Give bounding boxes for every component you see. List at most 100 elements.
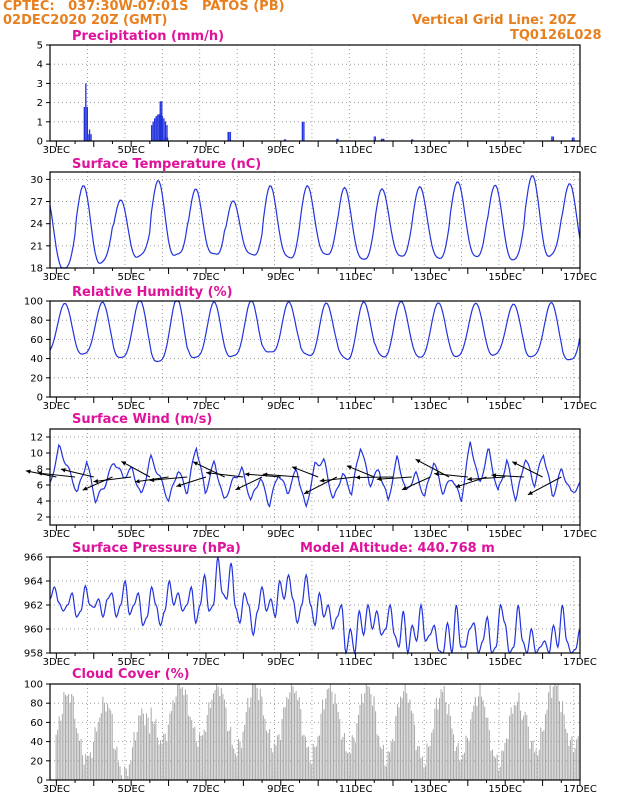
cloud-bar [144, 725, 146, 780]
precip-bar [159, 101, 161, 141]
cloud-bar [375, 711, 377, 780]
cloud-bar [155, 719, 157, 780]
cloud-bar [412, 713, 414, 780]
cloud-bar [71, 694, 73, 780]
cloud-bar [128, 764, 130, 780]
vertical-grid-note: Vertical Grid Line: 20Z [412, 13, 577, 28]
cloud-bar [266, 730, 268, 780]
cloud-bar [491, 749, 493, 780]
station-header: CPTEC: 037:30W-07:01S PATOS (PB) [3, 0, 285, 14]
cloud-bar [202, 735, 204, 780]
cloud-bar [470, 719, 472, 780]
cloud-bar [234, 753, 236, 780]
wind-arrowhead [346, 465, 352, 470]
cloud-bar [205, 731, 207, 780]
cloud-bar [328, 688, 330, 780]
cloud-bar [85, 753, 87, 780]
y-tick-label: 27 [30, 197, 43, 208]
cloud-bar [298, 697, 300, 780]
wind-arrowhead [149, 477, 155, 483]
cloud-bar [135, 740, 137, 780]
cloud-bar [131, 747, 133, 780]
cloud-bar [453, 734, 455, 780]
cloud-bar [568, 745, 570, 780]
cloud-bar [61, 713, 63, 780]
y-tick-label: 3 [37, 79, 43, 90]
x-tick-label: 7DEC [192, 272, 219, 283]
cloud-bar [340, 739, 342, 780]
cloud-bar [297, 700, 299, 780]
wind-vector [291, 466, 319, 478]
y-tick-label: 10 [30, 449, 43, 460]
x-tick-label: 13DEC [414, 529, 448, 540]
precip-bar [285, 139, 287, 141]
cloud-bar [532, 740, 534, 780]
cloud-bar [398, 707, 400, 780]
cloud-bar [435, 697, 437, 780]
x-tick-label: 11DEC [339, 784, 373, 795]
x-tick-label: 9DEC [267, 401, 294, 412]
y-tick-label: 966 [24, 553, 43, 564]
wind-vector [149, 476, 188, 481]
cloud-bar [445, 702, 447, 780]
cloud-bar [563, 714, 565, 780]
precip-bar [337, 138, 339, 141]
x-tick-label: 15DEC [488, 272, 522, 283]
cloud-bar [521, 719, 523, 780]
cloud-bar [83, 764, 85, 780]
cloud-bar [482, 700, 484, 780]
cloud-bar [192, 727, 194, 780]
cloud-bar [107, 703, 109, 780]
x-tick-label: 5DEC [117, 272, 144, 283]
y-tick-label: 40 [30, 737, 43, 748]
cloud-bar [239, 741, 241, 780]
cloud-bar [125, 768, 127, 780]
cloud-bar [127, 776, 129, 780]
cloud-bar [382, 744, 384, 780]
x-tick-label: 3DEC [43, 529, 70, 540]
cloud-bar [440, 689, 442, 780]
cloud-bar [82, 755, 84, 780]
y-tick-label: 4 [37, 60, 43, 71]
x-tick-label: 5DEC [117, 784, 144, 795]
wind-vector [434, 473, 468, 478]
wind-vector [512, 461, 543, 478]
cloud-bar [516, 701, 518, 780]
cloud-bar [548, 692, 550, 780]
cloud-bar [167, 724, 169, 780]
wind-arrowhead [121, 461, 127, 466]
cloud-bar [69, 702, 71, 780]
cloud-bar [345, 751, 347, 780]
cloud-bar [103, 702, 105, 780]
cloud-bar [214, 690, 216, 780]
panel-frame [49, 683, 581, 781]
wind-arrowhead [401, 486, 407, 490]
x-tick-label: 5DEC [117, 529, 144, 540]
cloud-bar [309, 761, 311, 780]
cloud-bar [549, 685, 551, 780]
cloud-bar [183, 695, 185, 780]
cloud-bar [456, 746, 458, 780]
panel-title: Surface Wind (m/s) [72, 412, 212, 427]
cloud-bar [230, 726, 232, 780]
cloud-bar [331, 691, 333, 780]
cloud-bar [417, 745, 419, 780]
precip-bar [551, 136, 553, 141]
cloud-bar [356, 722, 358, 780]
model-id: TQ0126L028 [510, 28, 602, 43]
precip-bar [88, 129, 91, 141]
panel-title: Surface Pressure (hPa) [72, 541, 241, 556]
x-tick-label: 5DEC [117, 145, 144, 156]
cloud-bar [407, 702, 409, 780]
precip-bar [150, 125, 153, 141]
cloud-bar [543, 730, 545, 780]
cloud-bar [256, 688, 258, 780]
cloud-bar [343, 732, 345, 780]
cloud-bar [565, 728, 567, 780]
cloud-bar [236, 757, 238, 780]
cloud-bar [170, 711, 172, 780]
cloud-bar [280, 739, 282, 780]
cloud-bar [283, 707, 285, 780]
cloud-bar [244, 724, 246, 780]
cloud-bar [354, 742, 356, 780]
